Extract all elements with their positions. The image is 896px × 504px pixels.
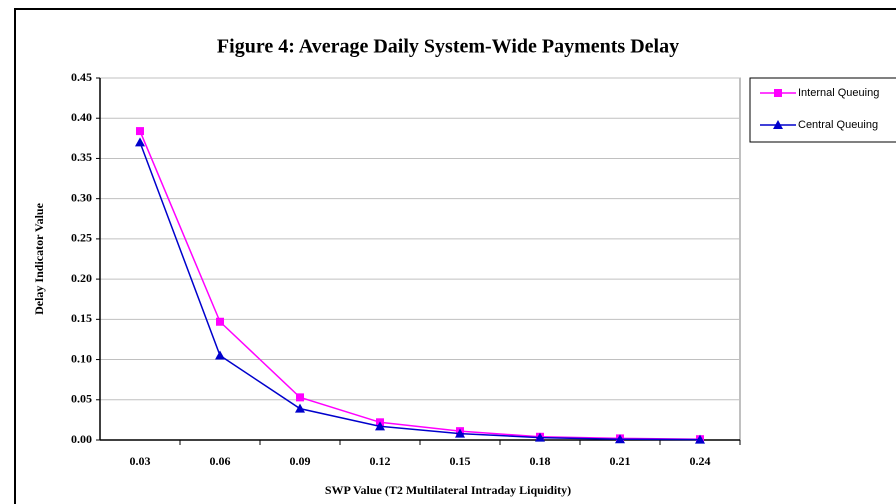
- y-tick-label: 0.45: [71, 70, 92, 84]
- x-tick-label: 0.15: [450, 454, 471, 468]
- data-point: [615, 434, 625, 444]
- legend-label: Central Queuing: [798, 119, 878, 131]
- y-tick-label: 0.25: [71, 231, 92, 245]
- legend-marker: [774, 89, 782, 97]
- data-point: [535, 432, 545, 442]
- data-point: [216, 317, 224, 326]
- data-point: [295, 403, 305, 413]
- data-point: [455, 428, 465, 438]
- x-tick-label: 0.03: [130, 454, 151, 468]
- y-axis-label: Delay Indicator Value: [32, 202, 46, 314]
- x-tick-label: 0.06: [210, 454, 231, 468]
- x-axis-label: SWP Value (T2 Multilateral Intraday Liqu…: [325, 483, 571, 497]
- legend-box: [749, 77, 896, 143]
- y-tick-label: 0.40: [71, 110, 92, 124]
- y-tick-label: 0.05: [71, 392, 92, 406]
- data-point: [135, 137, 145, 147]
- plot-area: [99, 77, 741, 441]
- y-tick-label: 0.15: [71, 311, 92, 325]
- legend-marker: [773, 120, 783, 129]
- y-tick-label: 0.20: [71, 271, 92, 285]
- x-tick-label: 0.12: [370, 454, 391, 468]
- data-point: [695, 434, 705, 444]
- legend-label: Internal Queuing: [798, 87, 879, 99]
- x-tick-label: 0.24: [690, 454, 711, 468]
- series-line: [139, 130, 701, 440]
- y-tick-label: 0.10: [71, 351, 92, 365]
- data-point: [296, 393, 304, 402]
- series-line: [139, 142, 701, 441]
- y-tick-label: 0.00: [71, 432, 92, 446]
- data-point: [215, 350, 225, 360]
- chart-title: Figure 4: Average Daily System-Wide Paym…: [217, 36, 679, 58]
- x-tick-label: 0.09: [290, 454, 311, 468]
- y-tick-label: 0.30: [71, 190, 92, 204]
- data-point: [136, 127, 144, 136]
- y-tick-label: 0.35: [71, 150, 92, 164]
- x-tick-label: 0.18: [530, 454, 551, 468]
- x-tick-label: 0.21: [610, 454, 631, 468]
- data-point: [375, 421, 385, 431]
